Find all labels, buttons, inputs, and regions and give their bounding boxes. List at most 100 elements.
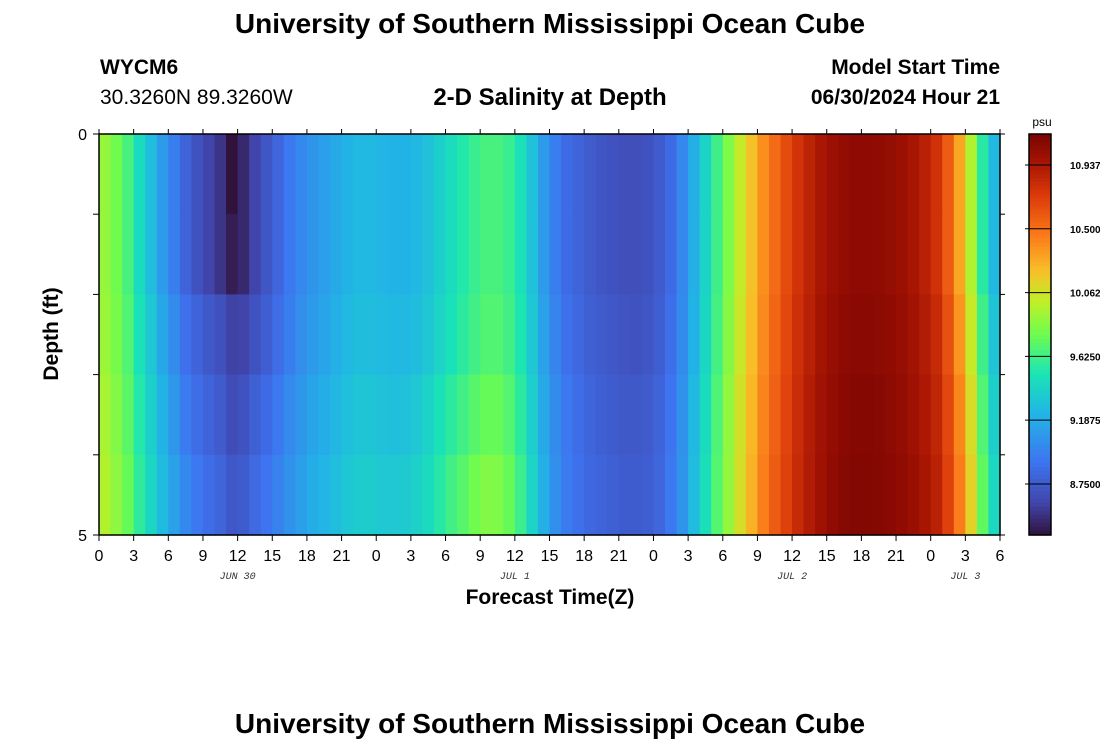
heatmap-cell [896,374,909,456]
heatmap-cell [272,374,285,456]
heatmap-cell [861,454,874,536]
heatmap-cell [734,134,747,215]
heatmap-cell [803,134,816,215]
colorbar-swatch [1029,378,1051,384]
heatmap-cell [722,214,735,295]
heatmap-cell [572,454,585,536]
heatmap-cell [318,294,331,376]
heatmap-cell [653,214,666,295]
heatmap-cell [399,214,412,295]
heatmap-cell [745,214,759,295]
heatmap-cell [330,374,343,456]
heatmap-cell [237,134,250,215]
heatmap-cell [202,294,216,376]
heatmap-cell [503,294,516,376]
heatmap-cell [549,294,562,376]
colorbar-swatch [1029,490,1051,496]
heatmap-cell [965,374,978,456]
heatmap-cell [168,294,181,376]
colorbar-swatch [1029,506,1051,512]
heatmap-cell [202,374,216,456]
heatmap-cell [422,214,435,295]
heatmap-cell [607,214,620,295]
heatmap-cell [792,454,805,536]
heatmap-cell [537,454,551,536]
heatmap-cell [202,454,216,536]
colorbar-swatch [1029,230,1051,235]
heatmap-cell [653,134,666,215]
heatmap-cell [734,294,747,376]
heatmap-cell [457,454,470,536]
heatmap-cell [341,294,354,376]
heatmap-cell [919,294,932,376]
heatmap-cell [145,134,158,215]
heatmap-cell [191,454,204,536]
model-start-time: 06/30/2024 Hour 21 [810,86,1000,109]
heatmap-cell [768,374,782,456]
heatmap-cell [410,294,424,376]
heatmap-cell [849,374,862,456]
heatmap-cell [433,214,447,295]
heatmap-cell [792,294,805,376]
colorbar-swatch [1029,498,1051,504]
heatmap-cell [122,374,135,456]
heatmap-cell [757,134,770,215]
colorbar-swatch [1029,418,1051,424]
heatmap-cell [549,214,562,295]
heatmap-cell [283,374,296,456]
colorbar-swatch [1029,422,1051,428]
heatmap-cell [988,214,1001,295]
heatmap-cell [433,454,447,536]
heatmap-cell [468,134,481,215]
heatmap-cell [514,374,527,456]
colorbar-tick-label: 10.0625 [1070,289,1100,300]
colorbar-swatch [1029,298,1051,304]
heatmap-cell [676,294,689,376]
heatmap-cell [168,454,181,536]
heatmap-cell [526,294,539,376]
colorbar-swatch [1029,390,1051,396]
colorbar-swatch [1029,366,1051,372]
heatmap-cell [191,214,204,295]
heatmap-cell [272,294,285,376]
heatmap-cell [410,454,424,536]
heatmap-cell [99,454,112,536]
colorbar-swatch [1029,434,1051,440]
colorbar-swatch [1029,382,1051,388]
x-tick-label: 3 [684,548,693,565]
heatmap-cell [133,134,146,215]
model-start-label: Model Start Time [831,56,1000,79]
heatmap-cell [665,374,678,456]
heatmap-cell [399,134,412,215]
heatmap-cell [214,134,227,215]
heatmap-cell [445,374,458,456]
heatmap-cell [237,214,250,295]
heatmap-cell [907,374,920,456]
heatmap-cell [861,374,874,456]
heatmap-cell [249,374,262,456]
heatmap-cell [884,214,897,295]
heatmap-cell [815,454,828,536]
heatmap-cell [341,134,354,215]
colorbar-swatch [1029,350,1051,356]
x-tick-label: 6 [996,548,1005,565]
heatmap-cell [607,454,620,536]
colorbar-swatch [1029,330,1051,336]
heatmap-cell [584,134,597,215]
heatmap-cell [387,454,400,536]
colorbar-swatch [1029,282,1051,287]
heatmap-cell [410,134,424,215]
colorbar-tick-label: 8.7500 [1070,480,1100,491]
heatmap-cell [364,374,377,456]
colorbar-swatch [1029,190,1051,195]
heatmap-cell [618,374,631,456]
heatmap-cell [872,374,886,456]
heatmap-cell [433,134,447,215]
heatmap-cell [122,294,135,376]
heatmap-cell [537,294,551,376]
heatmap-cell [480,454,493,536]
colorbar-swatch [1029,150,1051,155]
heatmap-cell [491,294,504,376]
heatmap-cell [676,374,689,456]
heatmap-cell [341,214,354,295]
